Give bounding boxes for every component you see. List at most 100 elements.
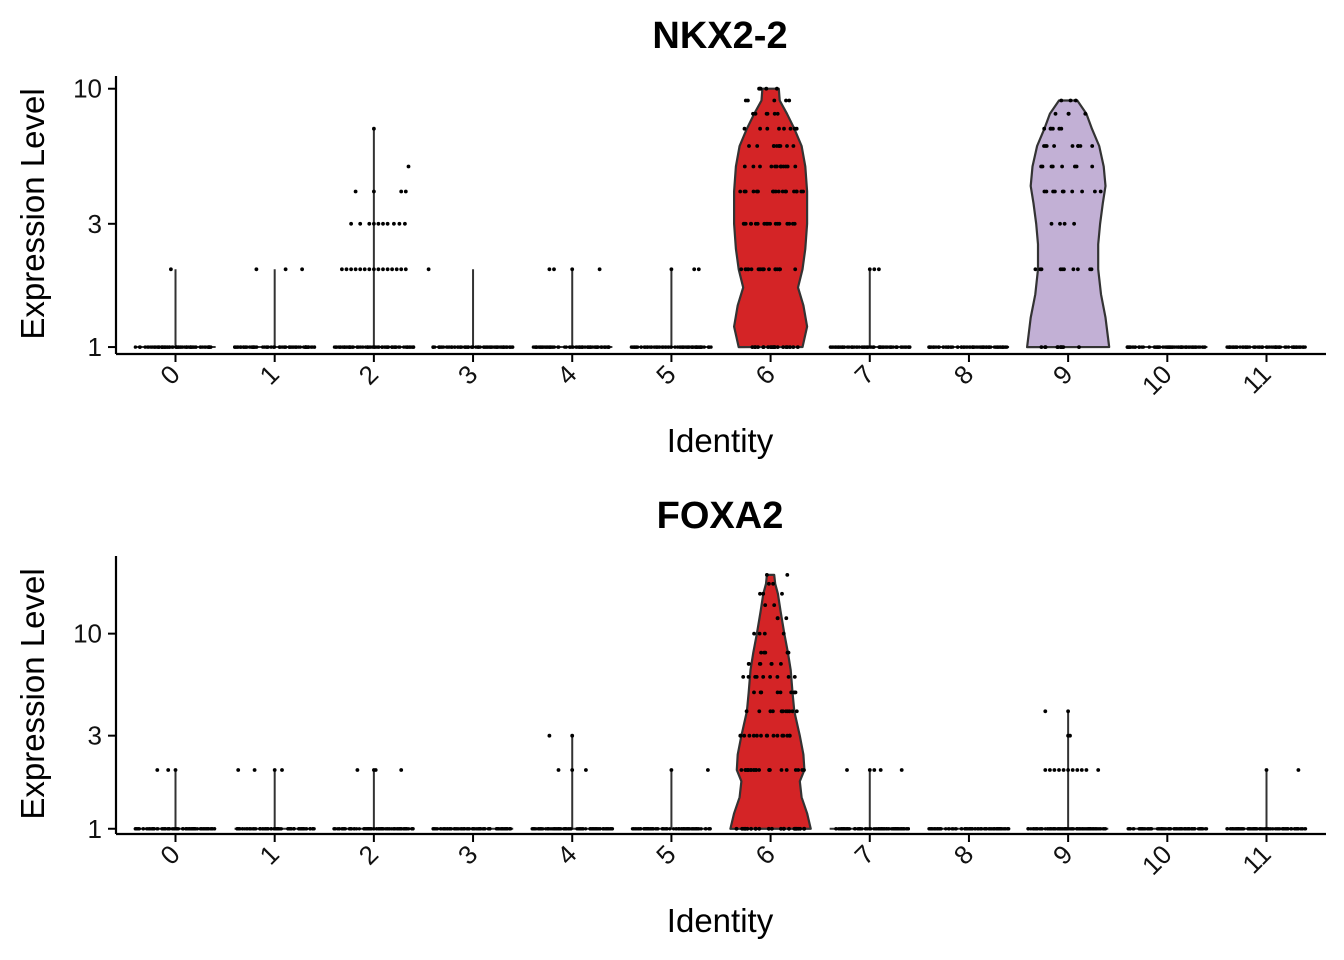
data-point: [754, 675, 759, 679]
data-point: [761, 675, 766, 679]
data-point: [497, 345, 501, 349]
data-point: [646, 827, 650, 831]
data-point: [1183, 345, 1188, 349]
data-point: [877, 345, 881, 349]
data-point: [946, 345, 950, 349]
data-point: [758, 126, 762, 131]
data-point: [770, 826, 774, 831]
data-point: [155, 768, 160, 772]
data-point: [765, 573, 769, 577]
data-point: [282, 345, 287, 349]
data-point: [287, 827, 291, 831]
data-point: [1298, 827, 1303, 831]
data-point: [1273, 827, 1278, 831]
data-point: [1063, 827, 1067, 831]
data-point: [362, 267, 367, 272]
data-point: [209, 345, 213, 349]
data-point: [792, 221, 797, 226]
data-point: [780, 733, 785, 738]
data-point: [769, 662, 774, 666]
data-point: [187, 827, 192, 831]
data-point: [1159, 827, 1163, 831]
data-point: [669, 768, 674, 772]
chart-title: FOXA2: [657, 495, 784, 537]
data-point: [872, 267, 877, 272]
violin-8: [927, 345, 1010, 349]
data-point: [885, 827, 889, 831]
data-point: [141, 827, 145, 831]
data-point: [198, 345, 202, 349]
data-point: [752, 690, 756, 695]
x-axis-title: Identity: [667, 422, 774, 459]
data-point: [269, 827, 273, 831]
x-tick-label: 11: [1236, 359, 1276, 399]
data-point: [1040, 164, 1045, 169]
data-point: [411, 827, 415, 831]
violin-0: [133, 267, 216, 349]
data-point: [752, 768, 757, 772]
data-point: [1080, 827, 1084, 831]
data-point: [793, 164, 798, 169]
data-point: [357, 827, 361, 831]
data-point: [1000, 345, 1005, 349]
x-tick-label: 11: [1236, 839, 1276, 879]
data-point: [1098, 189, 1103, 194]
data-point: [1094, 827, 1098, 831]
data-point: [768, 221, 772, 226]
data-point: [1263, 827, 1268, 831]
data-point: [845, 768, 849, 772]
data-point: [1233, 827, 1237, 831]
data-point: [603, 345, 607, 349]
data-point: [867, 267, 872, 272]
data-point: [394, 345, 398, 349]
data-point: [1053, 111, 1058, 116]
data-point: [757, 631, 762, 636]
data-point: [1103, 827, 1107, 831]
data-point: [434, 827, 438, 831]
data-point: [548, 345, 552, 349]
data-point: [568, 345, 572, 349]
data-point: [184, 827, 188, 831]
data-point: [482, 345, 486, 349]
data-point: [478, 827, 482, 831]
data-point: [792, 189, 796, 194]
data-point: [779, 164, 783, 169]
data-point: [584, 768, 588, 772]
data-point: [349, 827, 354, 831]
data-point: [788, 345, 792, 349]
data-point: [1292, 345, 1296, 349]
data-point: [787, 826, 791, 831]
data-point: [747, 144, 751, 148]
data-point: [381, 221, 385, 226]
data-point: [784, 616, 789, 621]
data-point: [767, 267, 771, 272]
data-point: [899, 768, 904, 772]
data-point: [743, 826, 748, 831]
data-point: [362, 827, 366, 831]
data-point: [787, 98, 792, 103]
data-point: [638, 827, 642, 831]
x-tick-label: 2: [353, 839, 384, 870]
data-point: [934, 827, 938, 831]
data-point: [738, 189, 743, 194]
data-point: [210, 827, 215, 831]
y-tick-label: 10: [73, 74, 102, 104]
data-point: [1143, 827, 1147, 831]
data-point: [768, 675, 772, 679]
data-point: [753, 826, 758, 831]
data-point: [794, 709, 799, 714]
data-point: [308, 827, 312, 831]
violin-6: [729, 573, 812, 831]
data-point: [375, 345, 379, 349]
data-point: [789, 690, 794, 695]
data-point: [191, 827, 195, 831]
data-point: [1059, 827, 1064, 831]
data-point: [772, 603, 777, 607]
data-point: [160, 345, 164, 349]
data-point: [195, 827, 200, 831]
data-point: [556, 345, 560, 349]
data-point: [1061, 189, 1066, 194]
data-point: [1039, 345, 1044, 349]
data-point: [1138, 827, 1142, 831]
data-point: [138, 345, 142, 349]
